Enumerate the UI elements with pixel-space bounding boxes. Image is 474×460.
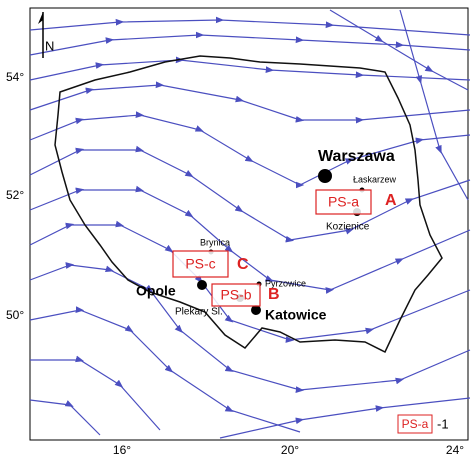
streamline xyxy=(29,399,101,436)
streamlines xyxy=(29,9,471,439)
streamline xyxy=(30,355,161,431)
streamline xyxy=(29,145,471,243)
legend-box xyxy=(397,414,433,434)
streamline xyxy=(29,16,471,36)
streamline xyxy=(29,220,471,343)
city-label: Pyrzowice xyxy=(265,278,306,288)
station-site: A xyxy=(385,192,397,209)
country-border xyxy=(54,55,443,354)
station-box xyxy=(315,189,372,215)
city-label: Kozienice xyxy=(326,222,370,233)
city-label: Katowice xyxy=(265,307,327,323)
legend-label: PS-a xyxy=(402,417,429,431)
city-label: Łaskarzew xyxy=(353,174,397,184)
city-dot xyxy=(197,280,207,290)
station-box xyxy=(172,250,229,278)
north-arrow: N xyxy=(38,12,54,58)
frame xyxy=(29,7,469,441)
lat-label: 54° xyxy=(6,70,24,84)
streamline xyxy=(329,9,469,91)
station-site: B xyxy=(268,286,280,303)
city-label: Plekary Śl. xyxy=(175,305,223,318)
city-label: Warszawa xyxy=(318,148,395,165)
station-label: PS-c xyxy=(185,256,215,272)
lon-label: 16° xyxy=(113,443,131,457)
city-dot xyxy=(251,305,261,315)
city-label: Opole xyxy=(136,283,176,299)
city-label: Brynica xyxy=(200,237,230,247)
station-box xyxy=(211,283,261,307)
legend-number: -1 xyxy=(437,416,449,431)
streamline xyxy=(29,306,301,433)
station-label: PS-b xyxy=(220,287,251,303)
station-site: C xyxy=(237,256,249,273)
lon-label: 20° xyxy=(281,443,299,457)
streamline xyxy=(29,81,471,124)
city-dot xyxy=(318,169,332,183)
lat-label: 52° xyxy=(6,188,24,202)
streamline xyxy=(29,56,471,81)
station-label: PS-a xyxy=(328,194,359,210)
streamline xyxy=(399,9,469,201)
lon-label: 24° xyxy=(446,443,464,457)
streamline xyxy=(219,397,471,439)
lat-label: 50° xyxy=(6,308,24,322)
north-label: N xyxy=(45,38,54,53)
streamline xyxy=(29,31,471,56)
